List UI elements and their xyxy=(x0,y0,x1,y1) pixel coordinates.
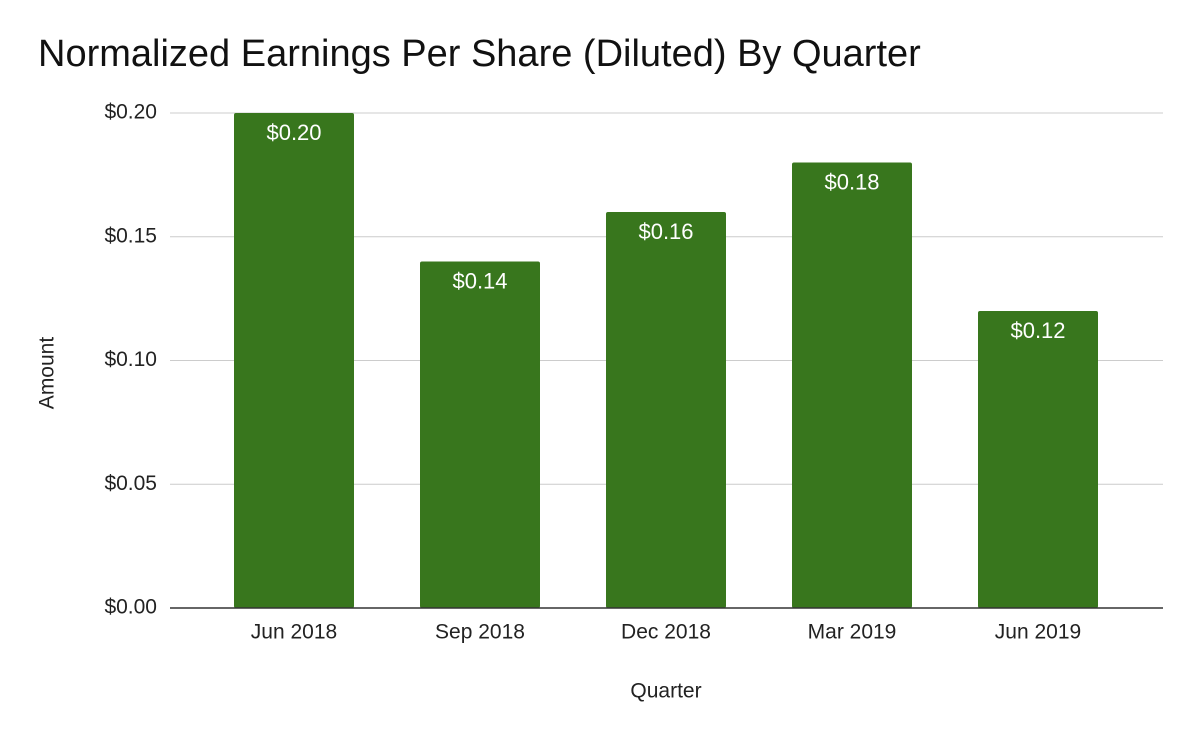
y-tick-label: $0.00 xyxy=(104,596,157,619)
bar xyxy=(606,212,726,608)
y-axis-label: Amount xyxy=(36,337,59,410)
x-tick-label: Mar 2019 xyxy=(808,621,897,644)
bar xyxy=(420,261,540,608)
x-tick-label: Dec 2018 xyxy=(621,621,711,644)
y-tick-label: $0.05 xyxy=(104,472,157,495)
bar xyxy=(792,162,912,608)
x-tick-label: Jun 2019 xyxy=(995,621,1081,644)
y-tick-label: $0.20 xyxy=(104,101,157,124)
bar xyxy=(234,113,354,608)
chart-title: Normalized Earnings Per Share (Diluted) … xyxy=(38,33,921,75)
value-label: $0.18 xyxy=(824,169,879,194)
y-tick-label: $0.10 xyxy=(104,348,157,371)
x-tick-label: Sep 2018 xyxy=(435,621,525,644)
value-label: $0.12 xyxy=(1010,318,1065,343)
x-axis-label: Quarter xyxy=(630,680,701,703)
value-label: $0.20 xyxy=(266,120,321,145)
x-tick-label: Jun 2018 xyxy=(251,621,337,644)
bar xyxy=(978,311,1098,608)
value-label: $0.16 xyxy=(638,219,693,244)
value-label: $0.14 xyxy=(452,268,507,293)
y-tick-label: $0.15 xyxy=(104,224,157,247)
